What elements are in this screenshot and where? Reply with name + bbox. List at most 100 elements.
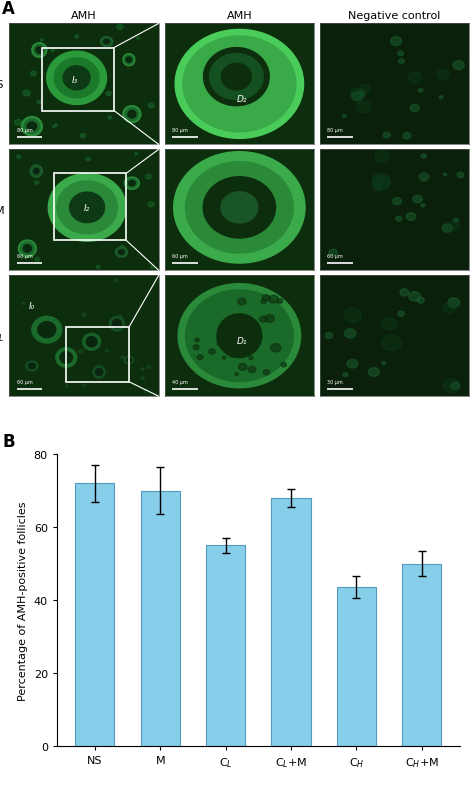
Bar bbox=[54, 174, 126, 241]
Polygon shape bbox=[234, 324, 243, 332]
Polygon shape bbox=[382, 363, 385, 365]
Polygon shape bbox=[29, 118, 36, 122]
Polygon shape bbox=[439, 97, 443, 100]
Polygon shape bbox=[281, 363, 286, 367]
Polygon shape bbox=[368, 368, 379, 377]
Polygon shape bbox=[60, 352, 73, 364]
Text: M: M bbox=[0, 205, 5, 216]
Bar bbox=[402, 564, 441, 746]
Polygon shape bbox=[228, 349, 238, 357]
Polygon shape bbox=[117, 25, 123, 31]
Polygon shape bbox=[135, 153, 137, 156]
Polygon shape bbox=[444, 174, 447, 177]
Polygon shape bbox=[373, 177, 390, 191]
Polygon shape bbox=[222, 357, 226, 359]
Polygon shape bbox=[26, 248, 30, 252]
Text: 60 µm: 60 µm bbox=[328, 254, 343, 259]
Polygon shape bbox=[128, 111, 136, 119]
Polygon shape bbox=[102, 39, 111, 46]
Polygon shape bbox=[32, 167, 41, 177]
Text: I₀: I₀ bbox=[29, 302, 35, 311]
Polygon shape bbox=[399, 60, 404, 64]
Polygon shape bbox=[234, 329, 241, 335]
Text: C$_L$: C$_L$ bbox=[0, 329, 5, 343]
Polygon shape bbox=[96, 266, 100, 269]
Polygon shape bbox=[116, 248, 128, 258]
Polygon shape bbox=[51, 341, 54, 343]
Polygon shape bbox=[126, 58, 132, 63]
Text: 40 µm: 40 µm bbox=[172, 380, 188, 384]
Polygon shape bbox=[403, 133, 411, 139]
Polygon shape bbox=[372, 174, 390, 188]
Polygon shape bbox=[217, 340, 226, 347]
Polygon shape bbox=[447, 221, 459, 231]
Polygon shape bbox=[23, 246, 31, 253]
Polygon shape bbox=[24, 120, 40, 135]
Polygon shape bbox=[195, 339, 199, 342]
Polygon shape bbox=[443, 303, 456, 314]
Polygon shape bbox=[105, 350, 109, 353]
Polygon shape bbox=[392, 199, 401, 205]
Polygon shape bbox=[126, 179, 138, 189]
Polygon shape bbox=[373, 184, 383, 191]
Polygon shape bbox=[137, 38, 139, 40]
Text: I₂: I₂ bbox=[84, 204, 90, 212]
Polygon shape bbox=[193, 345, 199, 350]
Polygon shape bbox=[398, 52, 403, 57]
Polygon shape bbox=[109, 317, 124, 332]
Polygon shape bbox=[235, 373, 238, 376]
Polygon shape bbox=[244, 317, 251, 323]
Polygon shape bbox=[30, 72, 36, 77]
Polygon shape bbox=[203, 49, 269, 106]
Polygon shape bbox=[173, 152, 305, 264]
Bar bbox=[42, 49, 114, 111]
Polygon shape bbox=[359, 92, 365, 97]
Polygon shape bbox=[451, 383, 460, 390]
Polygon shape bbox=[454, 219, 458, 223]
Polygon shape bbox=[249, 357, 253, 360]
Text: Negative control: Negative control bbox=[348, 11, 441, 21]
Polygon shape bbox=[21, 118, 42, 137]
Polygon shape bbox=[437, 71, 449, 80]
Polygon shape bbox=[248, 367, 256, 373]
Text: 30 µm: 30 µm bbox=[328, 380, 343, 384]
Polygon shape bbox=[86, 337, 97, 347]
Polygon shape bbox=[121, 356, 125, 359]
Polygon shape bbox=[183, 37, 296, 133]
Y-axis label: Percentage of AMH-positive follicles: Percentage of AMH-positive follicles bbox=[18, 501, 28, 700]
Polygon shape bbox=[113, 187, 117, 189]
Polygon shape bbox=[410, 105, 419, 113]
Polygon shape bbox=[38, 322, 56, 338]
Polygon shape bbox=[34, 169, 39, 174]
Polygon shape bbox=[55, 125, 57, 127]
Polygon shape bbox=[325, 333, 333, 339]
Polygon shape bbox=[238, 325, 246, 332]
Text: I₃: I₃ bbox=[72, 75, 78, 84]
Polygon shape bbox=[34, 45, 45, 57]
Polygon shape bbox=[203, 178, 275, 238]
Polygon shape bbox=[71, 58, 73, 60]
Polygon shape bbox=[269, 296, 278, 303]
Polygon shape bbox=[197, 355, 203, 360]
Polygon shape bbox=[448, 298, 460, 308]
Polygon shape bbox=[123, 106, 141, 123]
Polygon shape bbox=[229, 341, 237, 346]
Polygon shape bbox=[40, 337, 43, 338]
Polygon shape bbox=[73, 177, 76, 179]
Polygon shape bbox=[112, 320, 121, 328]
Polygon shape bbox=[141, 368, 145, 371]
Polygon shape bbox=[344, 309, 361, 323]
Polygon shape bbox=[409, 292, 420, 302]
Polygon shape bbox=[119, 251, 124, 255]
Polygon shape bbox=[123, 54, 135, 67]
Bar bbox=[272, 499, 310, 746]
Text: D₂: D₂ bbox=[237, 95, 247, 104]
Polygon shape bbox=[26, 362, 38, 371]
Polygon shape bbox=[75, 36, 79, 39]
Polygon shape bbox=[359, 85, 371, 94]
Polygon shape bbox=[125, 109, 138, 122]
Polygon shape bbox=[185, 162, 293, 254]
Polygon shape bbox=[238, 364, 247, 371]
Text: AMH: AMH bbox=[227, 11, 252, 21]
Polygon shape bbox=[79, 350, 83, 354]
